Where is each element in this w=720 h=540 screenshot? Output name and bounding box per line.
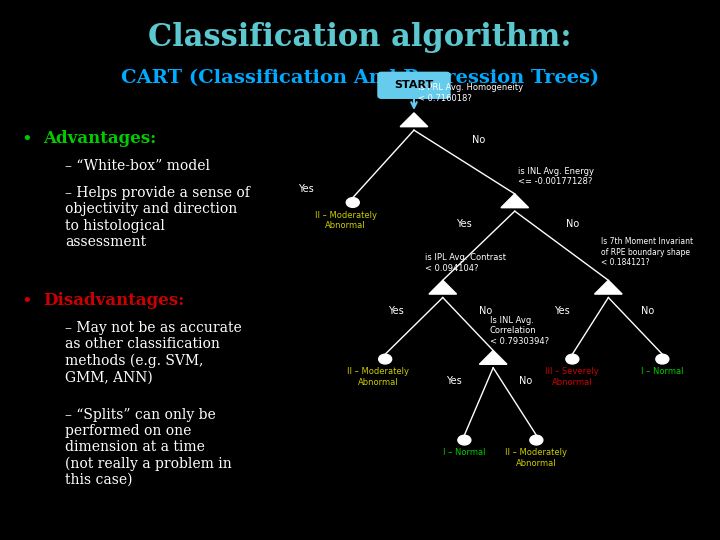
Text: •: • (22, 130, 32, 147)
Polygon shape (595, 280, 622, 294)
Circle shape (458, 435, 471, 445)
Text: II – Moderately
Abnormal: II – Moderately Abnormal (315, 211, 377, 230)
Text: Yes: Yes (388, 306, 404, 315)
Text: •: • (22, 292, 32, 309)
Circle shape (530, 435, 543, 445)
Text: is INL Avg. Energy
<= -0.00177128?: is INL Avg. Energy <= -0.00177128? (518, 167, 595, 186)
Polygon shape (400, 113, 428, 127)
Polygon shape (480, 350, 507, 365)
Text: I – Normal: I – Normal (641, 367, 683, 376)
Text: Yes: Yes (554, 306, 570, 315)
Text: Yes: Yes (446, 376, 462, 386)
Text: No: No (480, 306, 492, 315)
Circle shape (379, 354, 392, 364)
Text: Is 7th Moment Invariant
of RPE boundary shape
< 0.184121?: Is 7th Moment Invariant of RPE boundary … (601, 238, 693, 267)
Text: – Helps provide a sense of
objectivity and direction
to histological
assessment: – Helps provide a sense of objectivity a… (65, 186, 250, 249)
Text: is PRL Avg. Homogeneity
< 0.716018?: is PRL Avg. Homogeneity < 0.716018? (418, 83, 523, 103)
Text: Yes: Yes (298, 184, 314, 194)
Circle shape (656, 354, 669, 364)
Text: III – Severely
Abnormal: III – Severely Abnormal (546, 367, 599, 387)
Text: – May not be as accurate
as other classification
methods (e.g. SVM,
GMM, ANN): – May not be as accurate as other classi… (65, 321, 241, 384)
Text: is IPL Avg. Contrast
< 0.094104?: is IPL Avg. Contrast < 0.094104? (425, 253, 505, 273)
Text: Disadvantages:: Disadvantages: (43, 292, 184, 308)
Polygon shape (429, 280, 456, 294)
Text: No: No (472, 136, 485, 145)
Circle shape (346, 198, 359, 207)
Circle shape (566, 354, 579, 364)
Polygon shape (501, 194, 528, 208)
Text: CART (Classification And Regression Trees): CART (Classification And Regression Tree… (121, 69, 599, 87)
Text: – “White-box” model: – “White-box” model (65, 159, 210, 173)
Text: No: No (519, 376, 532, 386)
Text: II – Moderately
Abnormal: II – Moderately Abnormal (347, 367, 409, 387)
Text: No: No (566, 219, 579, 229)
Text: I – Normal: I – Normal (443, 448, 485, 457)
Text: START: START (395, 80, 433, 90)
Text: II – Moderately
Abnormal: II – Moderately Abnormal (505, 448, 567, 468)
Text: Classification algorithm:: Classification algorithm: (148, 22, 572, 53)
Text: – “Splits” can only be
performed on one
dimension at a time
(not really a proble: – “Splits” can only be performed on one … (65, 408, 232, 487)
Text: Is INL Avg.
Correlation
< 0.7930394?: Is INL Avg. Correlation < 0.7930394? (490, 316, 549, 346)
FancyBboxPatch shape (378, 72, 450, 98)
Text: No: No (642, 306, 654, 315)
Text: Yes: Yes (456, 219, 472, 229)
Text: Advantages:: Advantages: (43, 130, 156, 146)
